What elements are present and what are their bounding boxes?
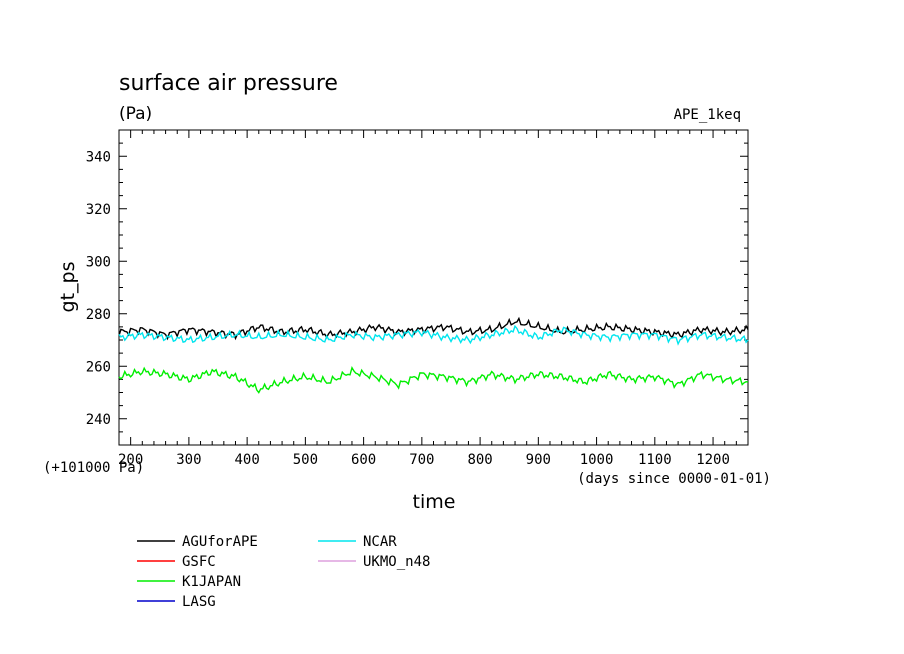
series-lines	[118, 316, 749, 394]
chart-units: (Pa)	[119, 104, 152, 124]
tick-labels: 240 260 280 300 320 340 200 300 400 500 600 700 800 9…	[86, 149, 730, 468]
x-tick-label: 1000	[580, 452, 614, 468]
y-tick-label: 340	[86, 149, 111, 165]
y-tick-label: 300	[86, 254, 111, 270]
series-line-ncar	[118, 324, 749, 346]
legend-label-k1japan: K1JAPAN	[182, 574, 241, 590]
x-tick-label: 1200	[696, 452, 730, 468]
y-tick-label: 240	[86, 412, 111, 428]
x-tick-label: 300	[176, 452, 201, 468]
x-axis-label: time	[413, 491, 456, 513]
x-tick-label: 800	[467, 452, 492, 468]
legend: AGUforAPE GSFC K1JAPAN LASG NCAR UKMO_n48	[137, 534, 430, 610]
x-tick-label: 900	[526, 452, 551, 468]
series-line-aguforape	[118, 316, 749, 341]
experiment-label: APE_1keq	[674, 107, 741, 123]
legend-label-gsfc: GSFC	[182, 554, 216, 570]
x-tick-label: 600	[351, 452, 376, 468]
y-tick-label: 260	[86, 359, 111, 375]
legend-label-ncar: NCAR	[363, 534, 397, 550]
axis-ticks	[118, 129, 749, 446]
x-tick-label: 400	[234, 452, 259, 468]
legend-label-aguforape: AGUforAPE	[182, 534, 258, 550]
y-offset-note: (+101000 Pa)	[43, 460, 144, 476]
legend-label-lasg: LASG	[182, 594, 216, 610]
plot-frame	[118, 129, 749, 446]
y-tick-label: 320	[86, 202, 111, 218]
y-axis-label: gt_ps	[57, 262, 79, 313]
chart-title: surface air pressure	[119, 71, 338, 96]
legend-label-ukmo_n48: UKMO_n48	[363, 554, 430, 570]
x-tick-label: 500	[293, 452, 318, 468]
series-line-k1japan	[118, 366, 749, 394]
x-unit-note: (days since 0000-01-01)	[577, 471, 771, 487]
x-tick-label: 200	[118, 452, 143, 468]
x-tick-label: 1100	[638, 452, 672, 468]
x-tick-label: 700	[409, 452, 434, 468]
y-tick-label: 280	[86, 307, 111, 323]
